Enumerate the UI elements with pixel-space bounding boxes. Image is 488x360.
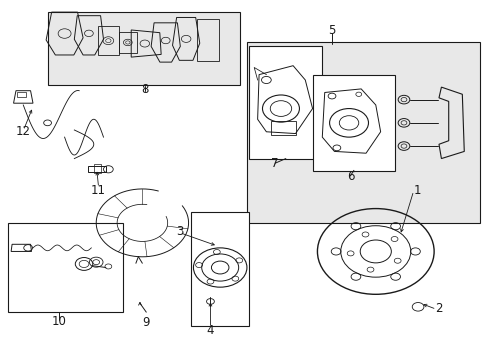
Bar	[191, 212, 249, 327]
Bar	[312, 75, 394, 171]
Text: 2: 2	[434, 302, 442, 315]
Text: 6: 6	[346, 170, 353, 183]
Text: 8: 8	[141, 84, 148, 96]
Text: 11: 11	[91, 184, 106, 197]
Bar	[47, 12, 239, 85]
Text: 4: 4	[206, 324, 214, 337]
Text: 9: 9	[142, 316, 150, 329]
Text: 1: 1	[412, 184, 420, 197]
Bar	[8, 223, 122, 312]
Bar	[246, 42, 479, 223]
Text: 3: 3	[176, 225, 183, 238]
Bar	[249, 46, 322, 158]
Text: 7: 7	[271, 157, 278, 170]
Text: 12: 12	[16, 125, 31, 138]
Text: 10: 10	[51, 315, 66, 328]
Text: 5: 5	[327, 24, 335, 37]
